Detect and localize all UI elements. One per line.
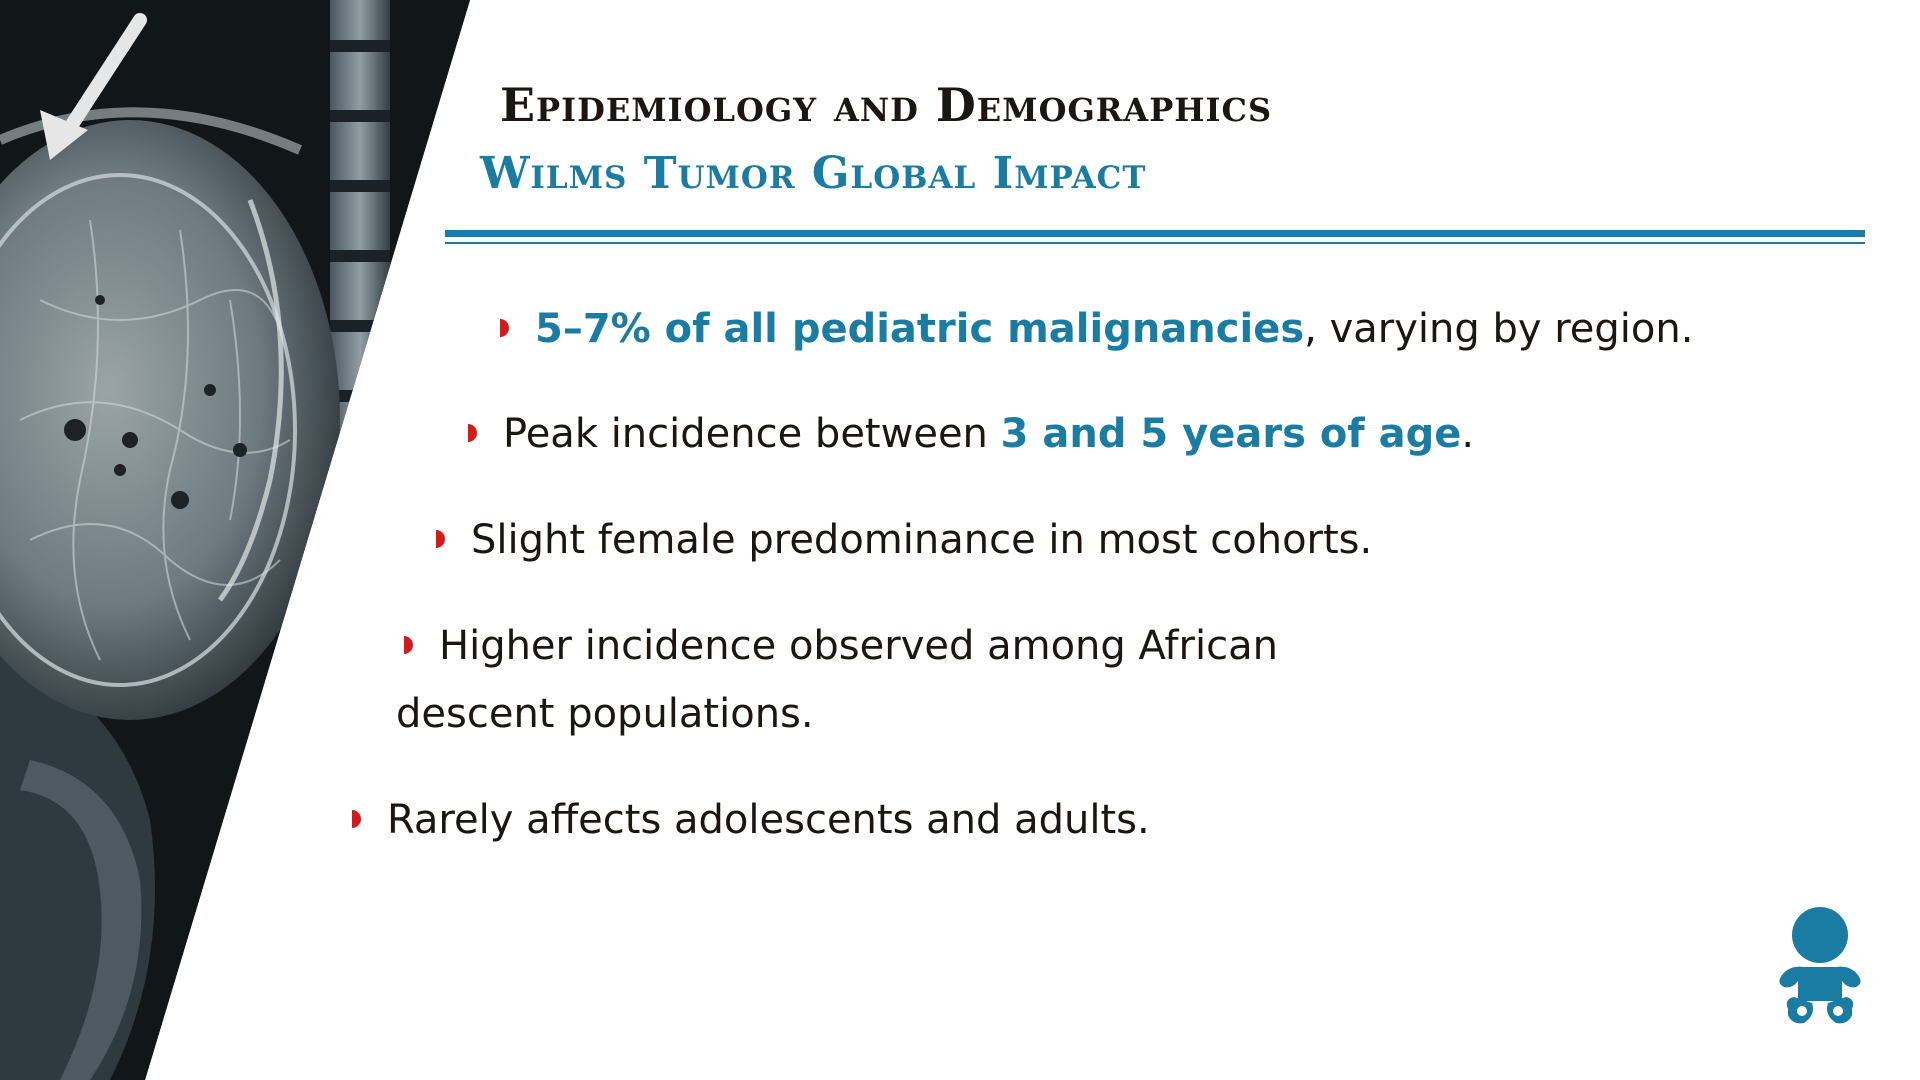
half-circle-bullet-icon xyxy=(436,530,445,548)
baby-icon xyxy=(1779,907,1861,1024)
bullet-item-1: 5–7% of all pediatric malignancies, vary… xyxy=(500,295,1693,363)
bullet-4-text-line1: Higher incidence observed among African xyxy=(439,623,1278,669)
bullet-1-highlight: 5–7% of all pediatric malignancies xyxy=(535,306,1305,352)
page-title: Epidemiology and Demographics xyxy=(500,78,1273,132)
header-divider-thick xyxy=(445,230,1865,237)
bullet-item-2: Peak incidence between 3 and 5 years of … xyxy=(468,400,1474,468)
arrow-pointer-icon xyxy=(40,13,147,160)
bullet-1-text: , varying by region. xyxy=(1304,306,1694,352)
bullet-3-text: Slight female predominance in most cohor… xyxy=(471,517,1373,563)
half-circle-bullet-icon xyxy=(500,319,509,337)
bullet-item-4-continuation: descent populations. xyxy=(396,680,814,748)
page-subtitle: Wilms Tumor Global Impact xyxy=(480,148,1147,199)
header-divider-thin xyxy=(445,242,1865,244)
bullet-2-highlight: 3 and 5 years of age xyxy=(1000,411,1462,457)
bullet-2-text-pre: Peak incidence between xyxy=(503,411,1001,457)
bullet-item-4: Higher incidence observed among African xyxy=(404,612,1278,680)
half-circle-bullet-icon xyxy=(404,636,413,654)
bullet-item-5: Rarely affects adolescents and adults. xyxy=(352,786,1150,854)
bullet-item-3: Slight female predominance in most cohor… xyxy=(436,506,1372,574)
half-circle-bullet-icon xyxy=(352,810,361,828)
half-circle-bullet-icon xyxy=(468,424,477,442)
bullet-5-text: Rarely affects adolescents and adults. xyxy=(387,797,1150,843)
bullet-2-text-post: . xyxy=(1461,411,1475,457)
bullet-4-text-line2: descent populations. xyxy=(396,691,814,737)
mri-scan-image xyxy=(0,0,470,1080)
mri-scan-graphic xyxy=(0,0,470,1080)
